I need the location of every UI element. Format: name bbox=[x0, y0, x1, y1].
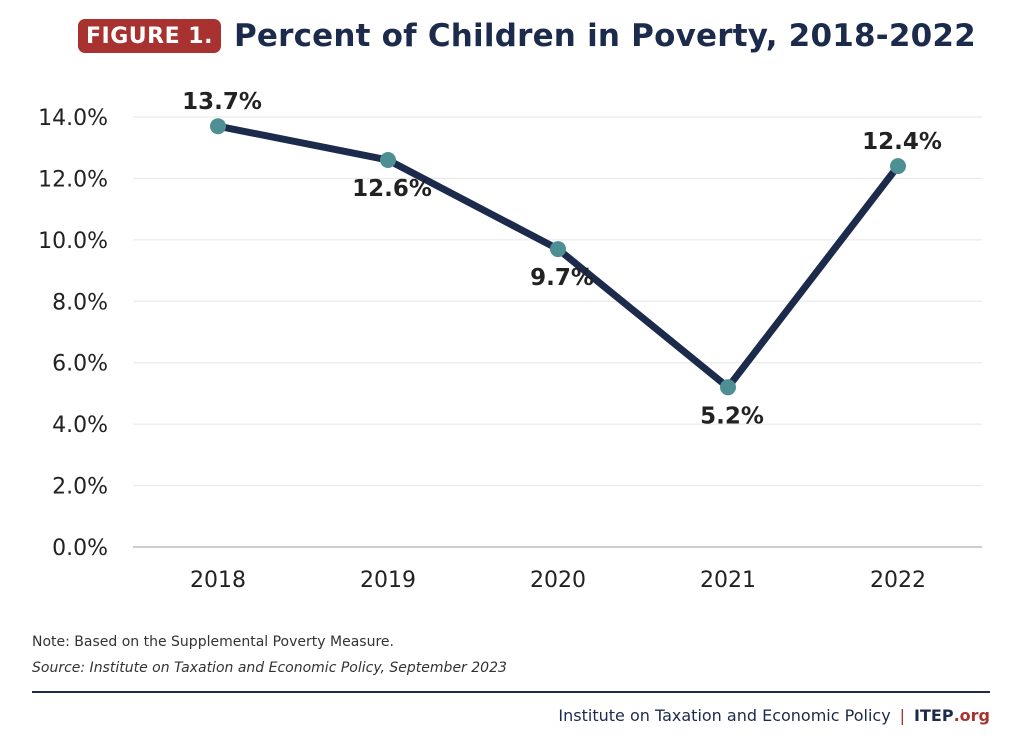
y-tick-label: 10.0% bbox=[38, 229, 108, 254]
footer-divider bbox=[32, 691, 990, 693]
footnote-source: Source: Institute on Taxation and Econom… bbox=[32, 660, 507, 676]
axes: 0.0% 2.0% 4.0% 6.0% 8.0% 10.0% 12.0% 14.0% 2018 2… bbox=[38, 106, 982, 593]
x-tick-label: 2018 bbox=[190, 568, 246, 593]
data-label: 12.4% bbox=[862, 129, 942, 155]
figure-badge: FIGURE 1. bbox=[78, 19, 221, 53]
footer-separator: | bbox=[899, 706, 906, 725]
data-point bbox=[210, 118, 226, 135]
itep-logo-text: ITEP bbox=[914, 706, 954, 725]
y-tick-label: 6.0% bbox=[52, 352, 108, 377]
x-tick-label: 2020 bbox=[530, 568, 586, 593]
data-points bbox=[210, 118, 906, 396]
y-tick-label: 14.0% bbox=[38, 106, 108, 131]
data-labels: 13.7% 12.6% 9.7% 5.2% 12.4% bbox=[182, 89, 942, 429]
gridlines bbox=[133, 116, 982, 487]
footer-org-name: Institute on Taxation and Economic Polic… bbox=[558, 706, 891, 725]
y-tick-label: 12.0% bbox=[38, 167, 108, 192]
chart-header: FIGURE 1. Percent of Children in Poverty… bbox=[78, 14, 976, 58]
data-point bbox=[550, 241, 566, 258]
data-point bbox=[720, 379, 736, 396]
itep-logo-suffix: .org bbox=[953, 706, 990, 725]
footnote-note: Note: Based on the Supplemental Poverty … bbox=[32, 634, 394, 650]
y-tick-label: 0.0% bbox=[52, 536, 108, 561]
y-tick-label: 8.0% bbox=[52, 290, 108, 315]
y-tick-label: 4.0% bbox=[52, 413, 108, 438]
data-point bbox=[380, 152, 396, 168]
data-label: 5.2% bbox=[700, 403, 764, 429]
x-tick-label: 2019 bbox=[360, 568, 416, 593]
x-tick-label: 2022 bbox=[870, 568, 926, 593]
y-tick-label: 2.0% bbox=[52, 475, 108, 500]
data-point bbox=[890, 158, 906, 175]
chart-title: Percent of Children in Poverty, 2018-202… bbox=[233, 18, 976, 54]
data-label: 13.7% bbox=[182, 89, 262, 115]
footer: Institute on Taxation and Economic Polic… bbox=[558, 706, 990, 725]
x-tick-label: 2021 bbox=[700, 568, 756, 593]
data-label: 12.6% bbox=[352, 176, 432, 202]
data-label: 9.7% bbox=[530, 265, 594, 291]
